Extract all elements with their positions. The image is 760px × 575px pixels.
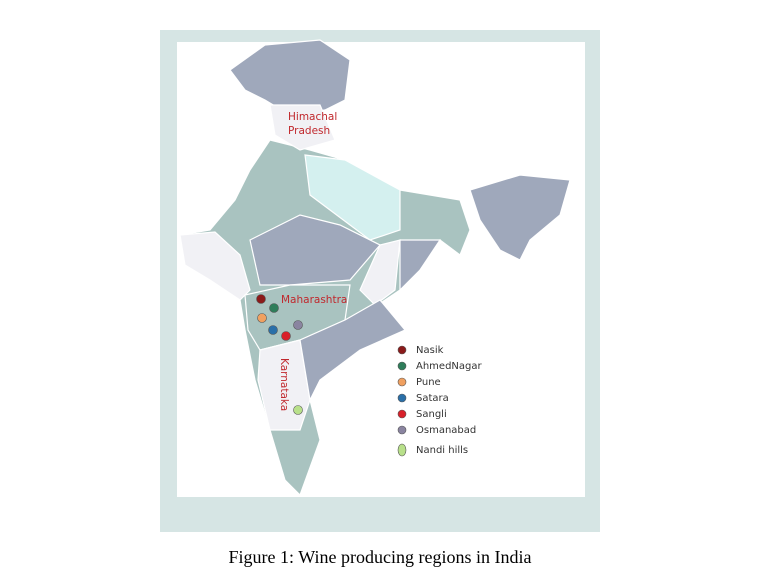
legend-swatch xyxy=(397,345,407,355)
legend-swatch xyxy=(397,409,407,419)
region-marker xyxy=(269,303,279,313)
legend-swatch xyxy=(397,377,407,387)
region-marker xyxy=(293,320,303,330)
region-label: Maharashtra xyxy=(281,294,347,306)
region-marker xyxy=(256,294,266,304)
region-marker xyxy=(268,325,278,335)
region-label: Pradesh xyxy=(288,125,330,137)
india-map xyxy=(179,39,571,497)
legend-swatch xyxy=(397,393,407,403)
caption: Figure 1: Wine producing regions in Indi… xyxy=(229,547,532,567)
legend-label: Pune xyxy=(416,377,441,388)
legend-label: Osmanabad xyxy=(416,425,476,436)
legend-swatch xyxy=(397,361,407,371)
legend-label: AhmedNagar xyxy=(416,361,483,372)
legend-swatch xyxy=(397,443,407,457)
region-label: Karnataka xyxy=(278,358,290,411)
legend-label: Nasik xyxy=(416,345,444,356)
region-marker xyxy=(281,331,291,341)
legend-label: Satara xyxy=(416,393,449,404)
region-marker xyxy=(257,313,267,323)
region-marker xyxy=(293,405,303,415)
region-label: Himachal xyxy=(288,111,337,123)
legend-label: Nandi hills xyxy=(416,445,468,456)
legend-swatch xyxy=(397,425,407,435)
legend-label: Sangli xyxy=(416,409,447,420)
